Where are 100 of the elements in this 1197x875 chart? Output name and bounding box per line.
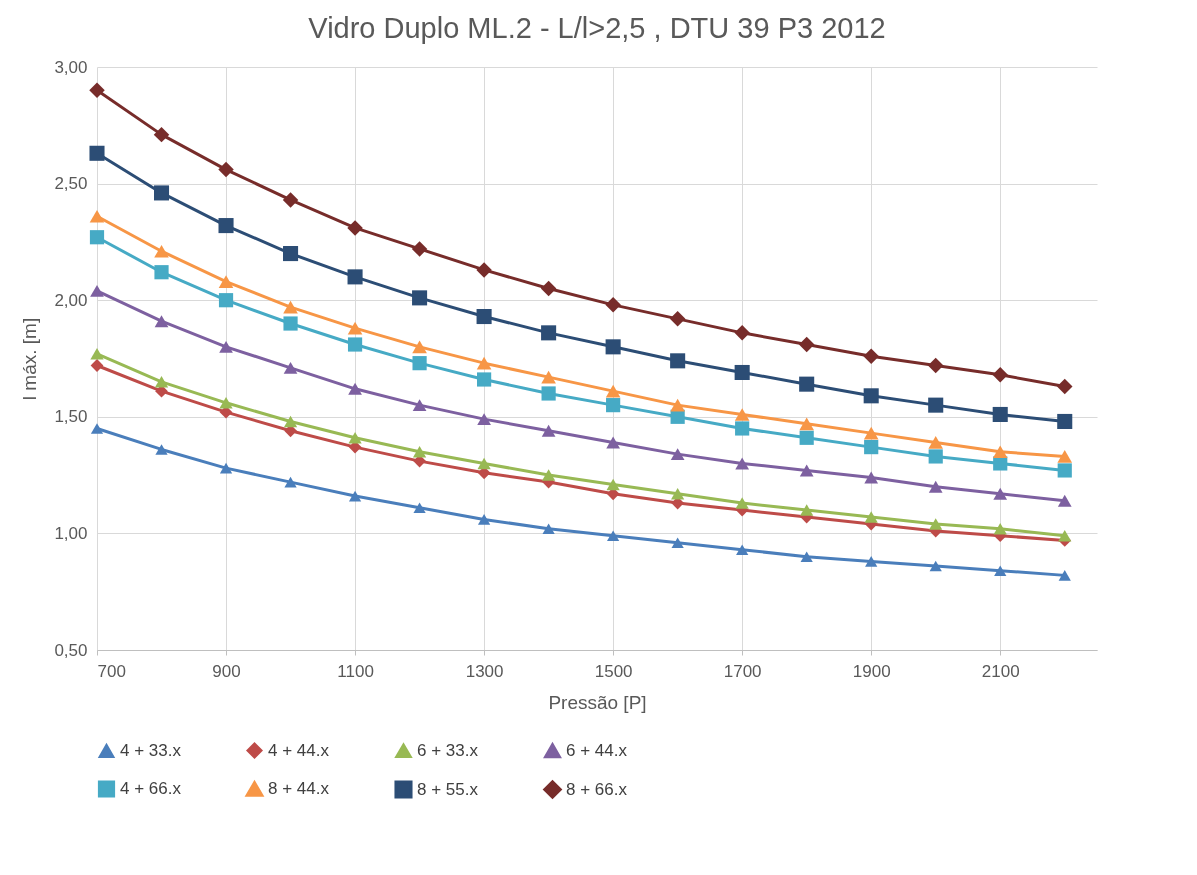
point <box>283 246 299 262</box>
point <box>347 269 363 285</box>
point <box>929 560 942 572</box>
y-tick-label: 1,00 <box>54 523 88 543</box>
point <box>799 417 814 431</box>
point <box>154 244 169 258</box>
point <box>605 339 621 355</box>
x-tick-label: 700 <box>97 661 126 681</box>
point <box>927 357 944 374</box>
x-tick-label: 900 <box>212 661 241 681</box>
point <box>541 370 556 384</box>
point <box>992 367 1008 383</box>
point <box>798 336 815 353</box>
x-tick-label: 1700 <box>723 661 762 681</box>
point <box>928 397 944 413</box>
point <box>929 518 943 530</box>
point <box>671 537 684 549</box>
point <box>1057 463 1072 478</box>
point <box>154 265 169 280</box>
point <box>282 192 299 208</box>
point <box>218 275 234 288</box>
point <box>928 480 943 493</box>
legend-label: 8 + 55.x <box>417 779 479 799</box>
point <box>412 446 427 458</box>
point <box>994 565 1007 577</box>
point <box>992 445 1008 459</box>
y-tick-label: 0,50 <box>54 640 88 660</box>
point <box>605 297 621 313</box>
point <box>347 220 363 236</box>
point <box>606 398 621 413</box>
point <box>736 544 749 556</box>
point <box>606 478 620 491</box>
point <box>864 471 879 484</box>
point <box>348 382 362 395</box>
point <box>283 316 298 331</box>
point <box>1057 413 1073 429</box>
point <box>735 497 749 509</box>
point <box>605 384 621 398</box>
point <box>89 230 105 245</box>
point <box>477 413 491 426</box>
point <box>865 556 878 567</box>
point <box>734 364 750 381</box>
point <box>541 469 556 481</box>
legend-label: 4 + 66.x <box>120 779 182 798</box>
x-tick-label: 1900 <box>852 661 891 681</box>
point <box>154 315 169 328</box>
point <box>155 444 168 455</box>
point <box>476 308 492 325</box>
legend-label: 6 + 44.x <box>566 740 628 760</box>
x-tick-label: 1500 <box>594 661 633 681</box>
point <box>411 241 428 257</box>
point <box>928 449 943 464</box>
point <box>218 161 234 178</box>
point <box>734 325 750 341</box>
point <box>89 145 105 161</box>
point <box>993 523 1007 535</box>
point <box>219 340 233 353</box>
point <box>477 514 491 525</box>
point <box>412 340 427 354</box>
y-tick-label: 2,00 <box>54 290 88 310</box>
point <box>218 218 234 234</box>
point <box>799 376 815 392</box>
point <box>348 490 362 502</box>
point <box>541 386 556 401</box>
legend-label: 8 + 44.x <box>268 779 330 798</box>
point <box>734 408 750 421</box>
point <box>669 311 686 327</box>
point <box>1057 378 1073 395</box>
point <box>540 280 557 297</box>
point <box>993 487 1008 500</box>
point <box>1058 529 1072 542</box>
point <box>348 432 362 444</box>
point <box>799 430 814 445</box>
chart-title: Vidro Duplo ML.2 - L/l>2,5 , DTU 39 P3 2012 <box>308 12 886 44</box>
legend-label: 4 + 33.x <box>120 741 182 761</box>
point <box>607 530 620 542</box>
y-tick-label: 1,50 <box>54 407 88 427</box>
point <box>800 504 814 516</box>
point <box>412 290 428 306</box>
point <box>1058 570 1071 581</box>
point <box>219 462 233 474</box>
point <box>1057 450 1073 463</box>
point <box>992 406 1008 422</box>
point <box>89 209 105 223</box>
x-tick-label: 2100 <box>981 661 1020 681</box>
point <box>413 502 426 514</box>
point <box>283 361 298 374</box>
x-tick-label: 1300 <box>465 661 504 681</box>
point <box>90 284 104 297</box>
y-axis-title: l máx. [m] <box>19 317 41 401</box>
point <box>1057 494 1072 507</box>
point <box>864 440 879 455</box>
point <box>412 356 427 371</box>
point <box>928 436 944 449</box>
point <box>800 551 813 563</box>
legend-label: 8 + 66.x <box>566 779 628 799</box>
point <box>671 488 685 500</box>
point <box>218 293 234 308</box>
legend-label: 4 + 44.x <box>268 740 330 760</box>
point <box>542 523 555 535</box>
